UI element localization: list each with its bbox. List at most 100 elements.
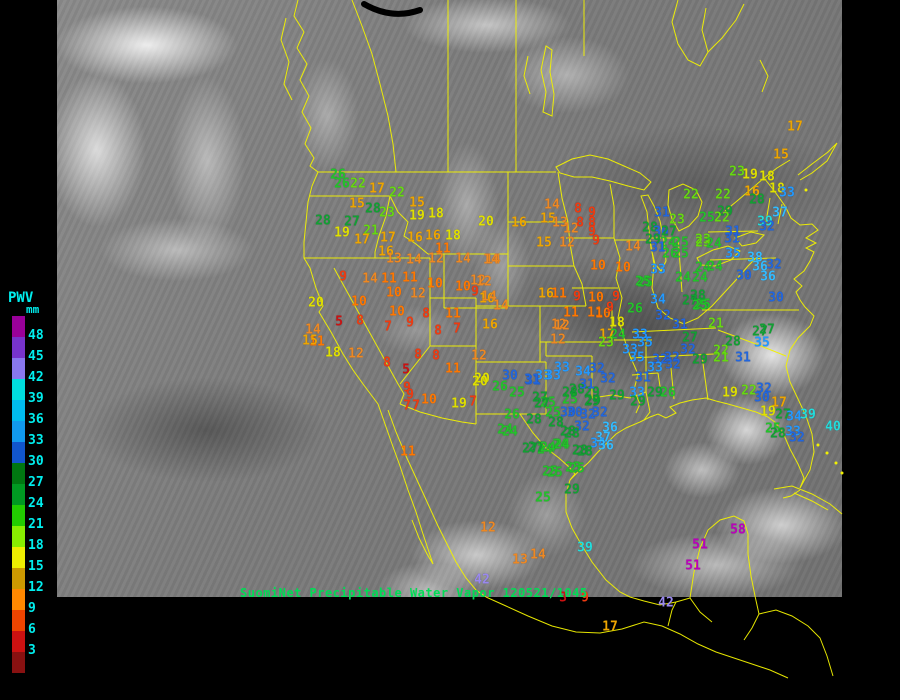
station-value: 34 (786, 409, 802, 425)
station-value: 15 (302, 333, 318, 349)
station-value: 25 (542, 464, 558, 480)
station-value: 11 (445, 306, 461, 322)
station-value: 34 (575, 364, 591, 380)
station-value: 31 (650, 240, 666, 256)
station-value: 12 (554, 318, 570, 334)
station-value: 14 (362, 271, 378, 287)
legend-band (12, 358, 25, 379)
station-value: 13 (386, 251, 402, 267)
station-value: 23 (598, 335, 614, 351)
station-value: 25 (545, 405, 561, 421)
geographic-borders (280, 0, 843, 679)
station-value: 11 (400, 444, 416, 460)
station-value: 9 (612, 289, 620, 305)
station-value: 16 (425, 228, 441, 244)
legend-band (12, 526, 25, 547)
station-value: 22 (389, 185, 405, 201)
station-value: 29 (647, 385, 663, 401)
station-value: 15 (536, 235, 552, 251)
station-value: 32 (600, 371, 616, 387)
station-value: 18 (759, 169, 775, 185)
station-value: 14 (530, 547, 546, 563)
station-value: 25 (695, 297, 711, 313)
legend-band (12, 400, 25, 421)
station-value: 12 (476, 274, 492, 290)
station-value: 33 (545, 368, 561, 384)
legend-label: 33 (28, 433, 44, 448)
legend-title: PWV (8, 290, 34, 306)
station-value: 27 (532, 390, 548, 406)
station-value: 19 (722, 385, 738, 401)
station-value: 8 (414, 347, 422, 363)
station-value: 32 (665, 357, 681, 373)
station-value: 29 (564, 482, 580, 498)
station-value: 20 (472, 374, 488, 390)
station-value: 39 (757, 214, 773, 230)
legend-label: 36 (28, 412, 44, 427)
station-value: 25 (673, 246, 689, 262)
station-value: 14 (485, 252, 501, 268)
station-value: 39 (800, 407, 816, 423)
station-value: 33 (785, 424, 801, 440)
station-value: 28 (315, 213, 331, 229)
station-value: 24 (706, 236, 722, 252)
station-value: 15 (773, 147, 789, 163)
station-value: 28 (548, 415, 564, 431)
station-value: 9 (339, 269, 347, 285)
station-value: 12 (428, 251, 444, 267)
station-value: 22 (715, 187, 731, 203)
station-value: 31 (524, 372, 540, 388)
station-value: 25 (540, 395, 556, 411)
legend-label: 18 (28, 538, 44, 553)
station-value: 10 (427, 276, 443, 292)
station-value: 24 (540, 440, 556, 456)
station-value: 36 (598, 438, 614, 454)
station-value: 19 (409, 208, 425, 224)
station-value: 28 (562, 385, 578, 401)
station-value: 14 (455, 251, 471, 267)
station-value: 30 (736, 268, 752, 284)
station-value: 22 (683, 187, 699, 203)
station-value: 16 (511, 215, 527, 231)
station-value: 33 (779, 185, 795, 201)
station-value: 9 (592, 233, 600, 249)
station-value: 11 (587, 305, 603, 321)
station-value: 20 (478, 214, 494, 230)
station-value: 22 (713, 343, 729, 359)
legend-band (12, 316, 25, 337)
station-value: 30 (754, 390, 770, 406)
station-value: 14 (493, 298, 509, 314)
legend-label: 48 (28, 328, 44, 343)
station-value: 23 (729, 164, 745, 180)
station-value: 31 (672, 317, 688, 333)
station-value: 30 (560, 405, 576, 421)
station-value: 32 (756, 381, 772, 397)
station-value: 9 (406, 315, 414, 331)
station-value: 27 (344, 214, 360, 230)
station-value: 16 (407, 230, 423, 246)
station-value: 25 (637, 275, 653, 291)
legend-band (12, 421, 25, 442)
station-value: 5 (335, 314, 343, 330)
station-value: 21 (713, 350, 729, 366)
station-value: 11 (445, 361, 461, 377)
station-value: 51 (685, 558, 701, 574)
station-value: 16 (482, 317, 498, 333)
station-value: 31 (725, 224, 741, 240)
station-value: 14 (305, 322, 321, 338)
legend-label: 42 (28, 370, 44, 385)
legend-band (12, 568, 25, 589)
station-value: 29 (609, 388, 625, 404)
station-value: 18 (609, 315, 625, 331)
station-value: 42 (474, 572, 490, 588)
station-value: 32 (766, 257, 782, 273)
station-value: 22 (741, 383, 757, 399)
station-value: 26 (330, 167, 346, 183)
station-value: 11 (435, 241, 451, 257)
legend-label: 30 (28, 454, 44, 469)
station-value: 27 (752, 324, 768, 340)
station-value: 29 (584, 385, 600, 401)
station-value: 21 (363, 223, 379, 239)
legend-label: 24 (28, 496, 44, 511)
station-value: 10 (389, 304, 405, 320)
